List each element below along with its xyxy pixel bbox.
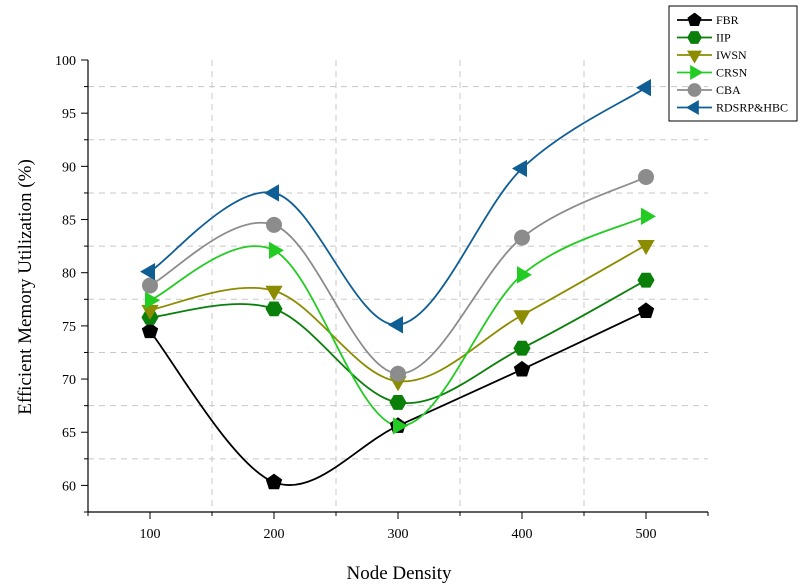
data-point-crsn [393,417,408,435]
data-point-rdsrp-hbc [636,78,651,97]
legend-marker-rdsrp-hbc [685,100,699,115]
data-point-crsn [145,291,160,310]
data-point-cba [638,168,654,185]
x-tick-label: 400 [512,527,533,542]
y-tick-labels: 60 65 70 75 80 85 90 95 100 [55,54,76,494]
grid-lines [88,60,708,512]
y-tick-label: 90 [62,160,76,175]
series-line-cba [149,176,647,375]
data-point-cba [390,365,406,382]
x-tick-label: 100 [140,527,161,542]
data-point-fbr [141,322,159,339]
legend-marker-iip [687,31,702,44]
legend-label-cba: CBA [716,83,741,97]
data-point-rdsrp-hbc [388,316,403,334]
legend-marker-cba [687,83,702,97]
y-axis-title: Efficient Memory Utilization (%) [15,159,36,415]
x-axis-title: Node Density [346,563,452,584]
y-tick-label: 70 [62,373,76,388]
data-point-fbr [637,302,655,318]
data-point-cba [266,216,282,233]
x-tick-label: 500 [636,527,657,542]
legend-label-rdsrp-hbc: RDSRP&HBC [716,101,788,115]
x-tick-label: 200 [264,527,285,542]
data-point-fbr [265,473,283,490]
data-point-iip [513,340,531,356]
x-tick-labels: 100 200 300 400 500 [140,527,657,542]
legend-label-iwsn: IWSN [716,48,747,62]
legend-label-iip: IIP [716,31,731,45]
series-markers [140,78,656,490]
legend: FBR IIP IWSN CRSN CBA RDSRP&HBC [668,5,798,122]
y-tick-label: 65 [62,426,76,441]
data-point-rdsrp-hbc [140,262,155,281]
data-point-crsn [641,207,656,225]
x-tick-label: 300 [388,527,409,542]
data-point-iip [265,301,283,317]
series-line-rdsrp-hbc [149,86,647,326]
legend-marker-iwsn [687,50,702,64]
legend-marker-fbr [687,12,702,26]
data-point-cba [142,277,158,294]
legend-frame [668,5,798,122]
data-point-cba [514,229,530,246]
y-tick-label: 100 [55,54,76,69]
data-point-iip [389,395,407,410]
data-point-fbr [513,360,531,377]
data-point-iwsn [637,240,655,256]
y-tick-label: 95 [62,107,76,122]
series-line-fbr [149,310,647,486]
axes [81,59,709,519]
data-point-iwsn [513,310,531,326]
data-point-iip [637,272,655,288]
data-point-rdsrp-hbc [264,184,279,202]
legend-label-fbr: FBR [716,13,739,27]
y-tick-label: 85 [62,214,76,229]
data-point-crsn [269,241,284,260]
data-point-crsn [517,266,532,284]
series-line-iwsn [149,244,647,383]
data-point-rdsrp-hbc [511,159,527,178]
y-tick-label: 75 [62,320,76,335]
legend-label-crsn: CRSN [716,66,748,80]
y-tick-label: 60 [62,479,76,494]
y-tick-label: 80 [62,267,76,282]
legend-marker-crsn [690,65,704,80]
data-point-iwsn [265,285,283,301]
